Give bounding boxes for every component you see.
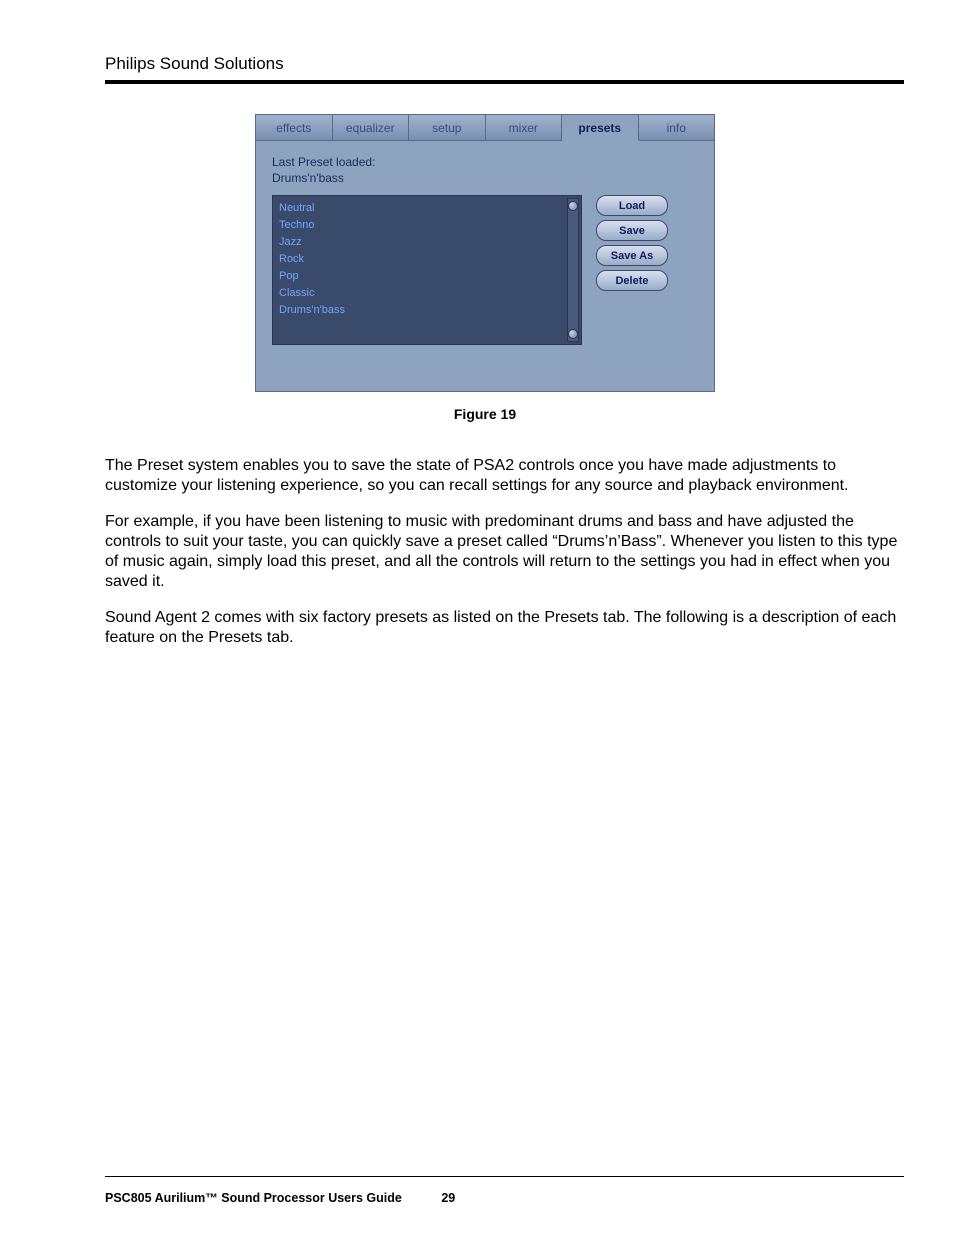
tab-setup[interactable]: setup <box>409 115 486 141</box>
preset-item[interactable]: Classic <box>279 285 575 302</box>
tab-effects[interactable]: effects <box>256 115 333 141</box>
tab-mixer[interactable]: mixer <box>486 115 563 141</box>
preset-area: Neutral Techno Jazz Rock Pop Classic Dru… <box>272 195 698 345</box>
button-column: Load Save Save As Delete <box>596 195 668 291</box>
preset-item[interactable]: Jazz <box>279 234 575 251</box>
preset-item[interactable]: Pop <box>279 268 575 285</box>
panel-body: Last Preset loaded: Drums'n'bass Neutral… <box>256 141 714 391</box>
load-button[interactable]: Load <box>596 195 668 216</box>
app-window: effects equalizer setup mixer presets in… <box>255 114 715 392</box>
doc-header-title: Philips Sound Solutions <box>105 54 904 74</box>
doc-footer: PSC805 Aurilium™ Sound Processor Users G… <box>105 1191 455 1205</box>
body-paragraph: The Preset system enables you to save th… <box>105 456 905 496</box>
header-rule <box>105 80 904 84</box>
figure-container: effects equalizer setup mixer presets in… <box>255 114 904 422</box>
save-as-button[interactable]: Save As <box>596 245 668 266</box>
figure-caption: Figure 19 <box>255 406 715 422</box>
scrollbar[interactable] <box>567 198 579 342</box>
preset-item[interactable]: Rock <box>279 251 575 268</box>
preset-item[interactable]: Techno <box>279 217 575 234</box>
last-preset-label: Last Preset loaded: <box>272 155 698 169</box>
scroll-down-icon[interactable] <box>568 329 578 339</box>
scroll-up-icon[interactable] <box>568 201 578 211</box>
tab-presets[interactable]: presets <box>562 115 639 141</box>
preset-item[interactable]: Neutral <box>279 200 575 217</box>
save-button[interactable]: Save <box>596 220 668 241</box>
footer-page-number: 29 <box>441 1191 455 1205</box>
footer-rule <box>105 1176 904 1177</box>
tab-row: effects equalizer setup mixer presets in… <box>256 115 714 141</box>
delete-button[interactable]: Delete <box>596 270 668 291</box>
body-paragraph: For example, if you have been listening … <box>105 512 905 592</box>
tab-info[interactable]: info <box>639 115 715 141</box>
preset-listbox[interactable]: Neutral Techno Jazz Rock Pop Classic Dru… <box>272 195 582 345</box>
footer-title: PSC805 Aurilium™ Sound Processor Users G… <box>105 1191 402 1205</box>
last-preset-value: Drums'n'bass <box>272 171 698 185</box>
preset-item[interactable]: Drums'n'bass <box>279 302 575 319</box>
tab-equalizer[interactable]: equalizer <box>333 115 410 141</box>
body-paragraph: Sound Agent 2 comes with six factory pre… <box>105 608 905 648</box>
